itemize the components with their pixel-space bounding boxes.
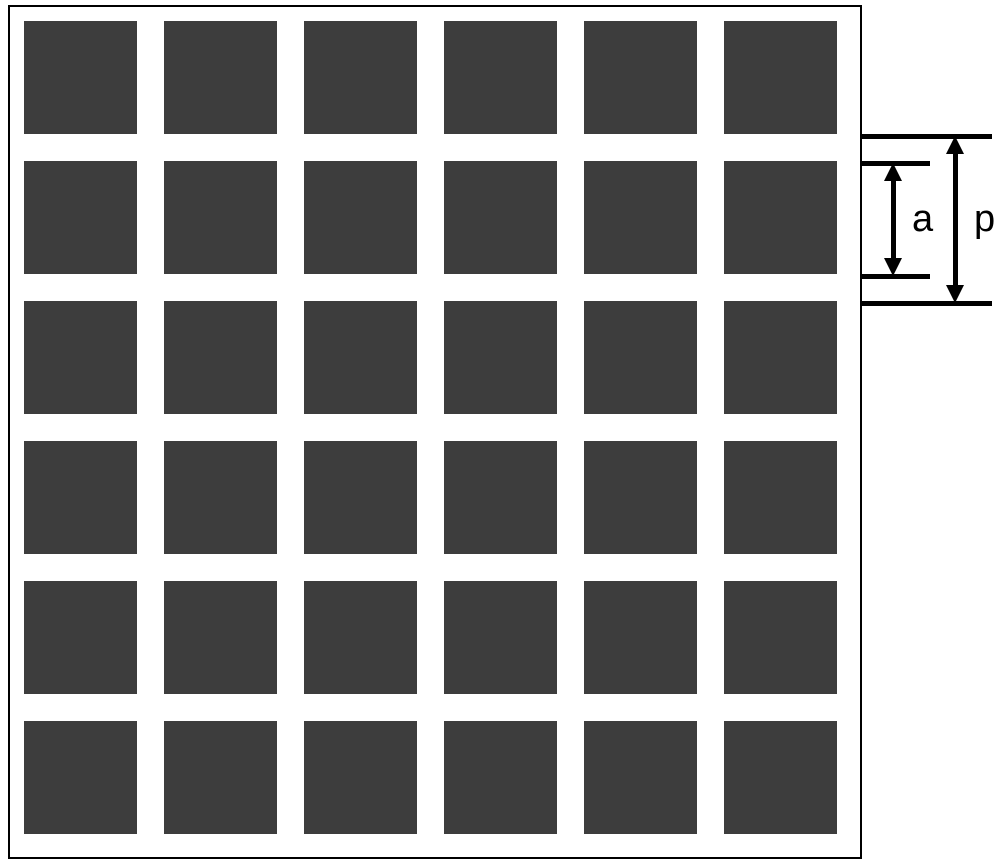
grid-square	[584, 721, 697, 834]
grid-square	[724, 441, 837, 554]
grid-square	[584, 21, 697, 134]
grid-square	[304, 301, 417, 414]
dimension-p-arrow-down	[946, 285, 964, 303]
grid-square	[304, 161, 417, 274]
dimension-a-arrow-up	[884, 163, 902, 181]
grid-square	[724, 581, 837, 694]
grid-square	[164, 161, 277, 274]
dimension-p-arrow-up	[946, 136, 964, 154]
grid-square	[24, 21, 137, 134]
grid-square	[164, 581, 277, 694]
grid-square	[304, 21, 417, 134]
grid-square	[164, 301, 277, 414]
dimension-p-label: p	[974, 198, 995, 241]
grid-square	[164, 721, 277, 834]
dimension-a-label: a	[912, 198, 933, 241]
square-grid	[8, 5, 862, 859]
grid-square	[304, 441, 417, 554]
grid-square	[304, 581, 417, 694]
grid-square	[164, 21, 277, 134]
grid-square	[444, 21, 557, 134]
dimension-a-arrow-down	[884, 258, 902, 276]
grid-square	[24, 441, 137, 554]
grid-square	[444, 721, 557, 834]
grid-square	[24, 301, 137, 414]
grid-square	[24, 161, 137, 274]
dimension-p-tick-top	[862, 134, 992, 139]
diagram-stage: a p	[0, 0, 1000, 867]
grid-square	[444, 581, 557, 694]
grid-square	[584, 161, 697, 274]
grid-square	[444, 441, 557, 554]
grid-square	[724, 161, 837, 274]
grid-square	[724, 301, 837, 414]
grid-square	[724, 21, 837, 134]
grid-square	[584, 441, 697, 554]
grid-square	[444, 161, 557, 274]
grid-square	[24, 721, 137, 834]
grid-square	[24, 581, 137, 694]
grid-square	[584, 301, 697, 414]
grid-square	[444, 301, 557, 414]
grid-square	[584, 581, 697, 694]
dimension-a-line	[891, 181, 896, 258]
grid-square	[164, 441, 277, 554]
grid-square	[724, 721, 837, 834]
dimension-p-tick-bot	[862, 301, 992, 306]
dimension-p-line	[953, 154, 958, 285]
grid-square	[304, 721, 417, 834]
